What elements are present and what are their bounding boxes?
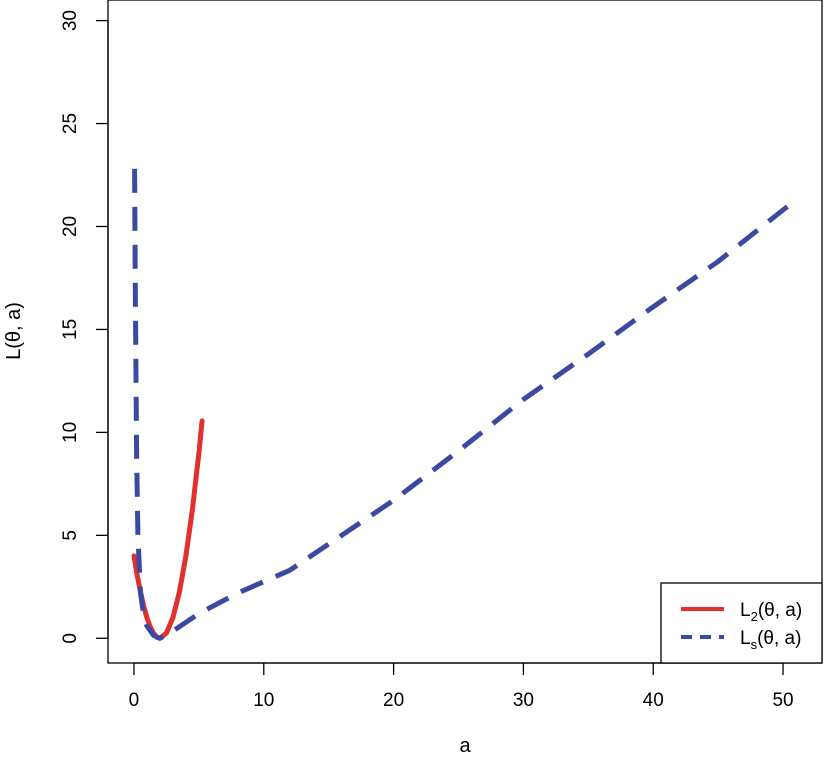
y-tick-label: 25 (60, 113, 81, 134)
x-tick-label: 20 (383, 690, 404, 711)
y-tick-label: 0 (60, 633, 81, 644)
x-axis: 0 10 20 30 40 50 (129, 662, 794, 711)
y-tick-label: 5 (60, 530, 81, 541)
x-tick-label: 50 (772, 690, 793, 711)
x-axis-title: a (459, 735, 471, 757)
legend: L2(θ, a) Ls(θ, a) (660, 582, 823, 664)
legend-label-l2: L2(θ, a) (740, 600, 802, 624)
legend-label-ls: Ls(θ, a) (740, 628, 801, 652)
y-tick-label: 30 (60, 10, 81, 31)
x-tick-label: 30 (513, 690, 534, 711)
y-tick-label: 10 (60, 422, 81, 443)
x-tick-label: 40 (643, 690, 664, 711)
y-axis-title: L(θ, a) (3, 302, 25, 360)
plot-frame (107, 0, 823, 664)
x-tick-label: 0 (129, 690, 140, 711)
legend-box (660, 582, 823, 664)
y-axis: 0 5 10 15 20 25 30 (60, 10, 109, 644)
x-tick-label: 10 (253, 690, 274, 711)
y-tick-label: 15 (60, 319, 81, 340)
series-line-ls (132, 168, 798, 641)
y-tick-label: 20 (60, 216, 81, 237)
series-layer (131, 168, 798, 641)
